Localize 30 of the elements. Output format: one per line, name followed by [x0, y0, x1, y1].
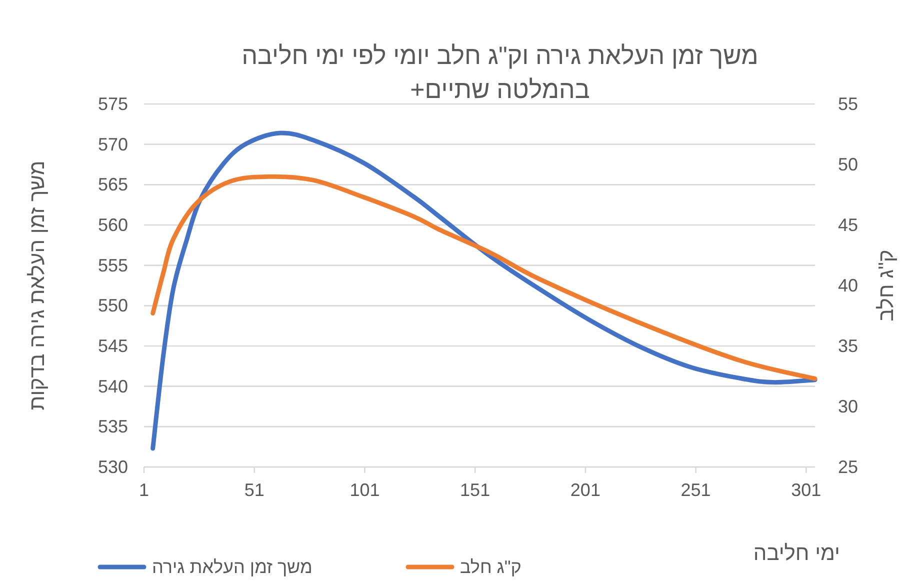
chart-title: משך זמן העלאת גירה וק"ג חלב יומי לפי ימי חליבה בהמלטה שתיים+: [242, 42, 758, 104]
x-axis-title: ימי חליבה: [753, 542, 840, 565]
y-tick-label: 550: [98, 296, 128, 316]
y-tick-label: 535: [98, 416, 128, 437]
y-tick-label: 560: [98, 215, 128, 235]
y-tick-label: 570: [98, 134, 128, 154]
y2-tick-label: 40: [838, 276, 858, 296]
y-tick-label: 545: [98, 336, 128, 356]
x-tick-label: 301: [791, 480, 822, 500]
legend-label: משך זמן העלאת גירה: [152, 557, 312, 577]
x-tick-label: 101: [350, 480, 380, 500]
y2-axis-title: ק"ג חלב: [875, 250, 898, 322]
y-tick-label: 530: [98, 457, 128, 477]
x-tick-label: 251: [680, 480, 711, 500]
x-tick-label: 1: [138, 480, 150, 500]
x-tick-label: 201: [570, 480, 600, 500]
y2-tick-label: 55: [838, 94, 858, 114]
y2-tick-label: 30: [838, 396, 858, 416]
y-tick-label: 540: [98, 376, 128, 396]
y-axis-title: משך זמן העלאת גירה בדקות: [26, 160, 49, 410]
y2-tick-label: 50: [838, 154, 858, 174]
y2-tick-label: 45: [838, 215, 858, 235]
x-tick-label: 51: [244, 480, 264, 500]
y2-tick-label: 25: [838, 457, 858, 477]
legend-label: ק"ג חלב: [460, 557, 522, 577]
y-tick-label: 565: [98, 174, 128, 195]
y2-tick-label: 35: [838, 336, 858, 356]
y-tick-label: 555: [98, 255, 128, 276]
x-tick-label: 151: [460, 480, 490, 500]
y-tick-label: 575: [98, 94, 128, 114]
